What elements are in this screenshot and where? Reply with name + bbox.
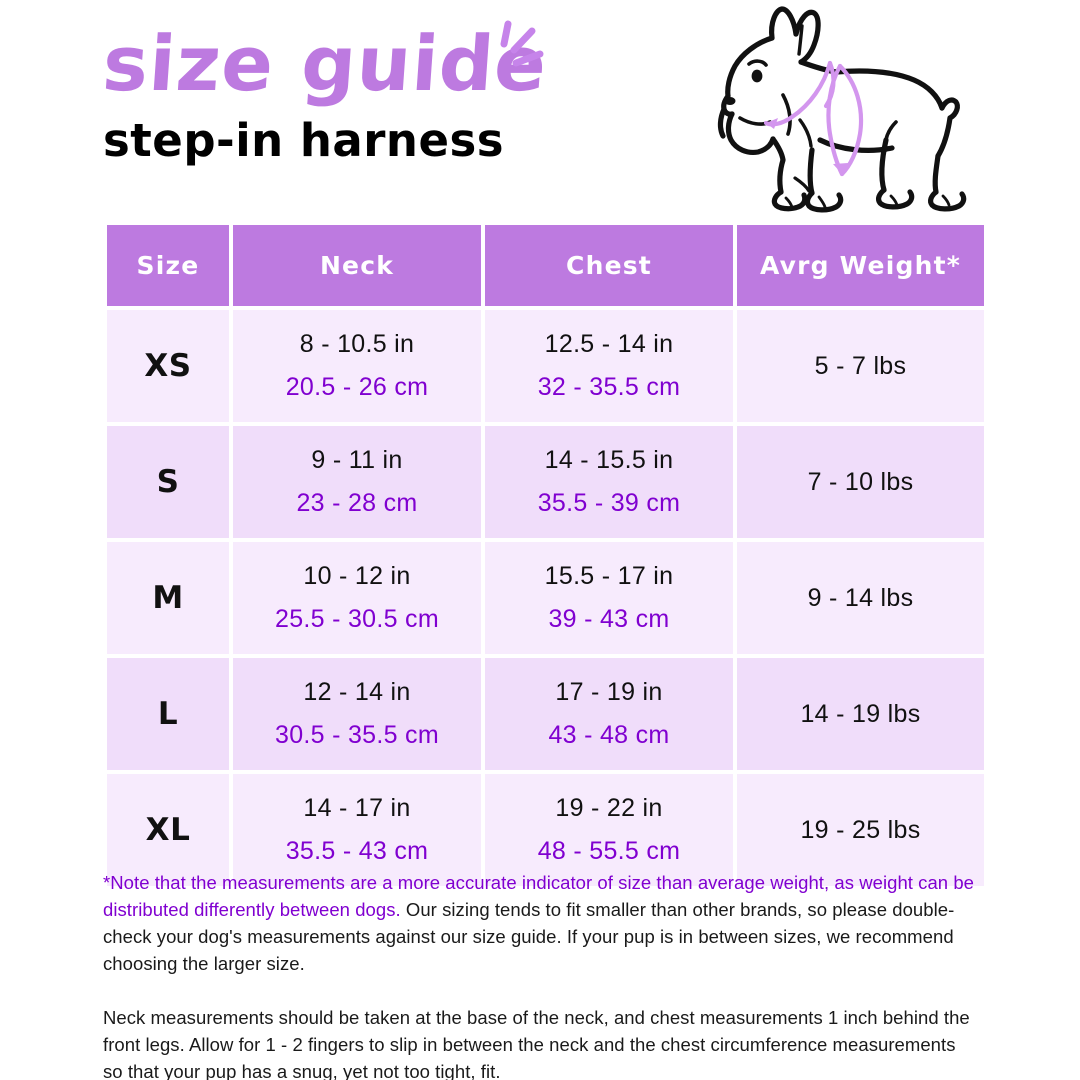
- table-row: XS 8 - 10.5 in 20.5 - 26 cm 12.5 - 14 in…: [107, 310, 984, 422]
- weight-value: 7 - 10 lbs: [807, 467, 914, 496]
- chest-inches: 12.5 - 14 in: [544, 330, 674, 358]
- size-label: XS: [144, 348, 192, 384]
- neck-cm: 20.5 - 26 cm: [285, 373, 429, 401]
- table-row: XL 14 - 17 in 35.5 - 43 cm 19 - 22 in 48…: [107, 774, 984, 886]
- footnote-paragraph-1: *Note that the measurements are a more a…: [103, 869, 979, 977]
- column-header-neck: Neck: [233, 225, 481, 306]
- size-label: S: [156, 464, 180, 500]
- cell-neck: 8 - 10.5 in 20.5 - 26 cm: [233, 310, 481, 422]
- neck-loop-arrowhead: [766, 118, 778, 129]
- french-bulldog-illustration: [717, 6, 967, 213]
- cell-size: XS: [107, 310, 229, 422]
- cell-neck: 9 - 11 in 23 - 28 cm: [233, 426, 481, 538]
- table-row: M 10 - 12 in 25.5 - 30.5 cm 15.5 - 17 in…: [107, 542, 984, 654]
- chest-loop-arrowhead: [833, 163, 848, 174]
- chest-inches: 19 - 22 in: [555, 794, 663, 822]
- chest-cm: 32 - 35.5 cm: [537, 373, 681, 401]
- neck-cm: 23 - 28 cm: [296, 489, 418, 517]
- cell-size: M: [107, 542, 229, 654]
- neck-cm: 30.5 - 35.5 cm: [274, 721, 439, 749]
- cell-size: S: [107, 426, 229, 538]
- neck-inches: 14 - 17 in: [303, 794, 411, 822]
- chest-inches: 17 - 19 in: [555, 678, 663, 706]
- table-row: L 12 - 14 in 30.5 - 35.5 cm 17 - 19 in 4…: [107, 658, 984, 770]
- footnotes: *Note that the measurements are a more a…: [103, 869, 979, 1080]
- chest-inches: 15.5 - 17 in: [544, 562, 674, 590]
- cell-chest: 15.5 - 17 in 39 - 43 cm: [485, 542, 733, 654]
- neck-inches: 9 - 11 in: [311, 446, 403, 474]
- footnote-rest: Our sizing tends to fit smaller than oth…: [103, 899, 955, 974]
- neck-cm: 35.5 - 43 cm: [285, 837, 429, 865]
- column-header-chest: Chest: [485, 225, 733, 306]
- weight-value: 14 - 19 lbs: [800, 699, 921, 728]
- chest-cm: 43 - 48 cm: [548, 721, 670, 749]
- cell-chest: 17 - 19 in 43 - 48 cm: [485, 658, 733, 770]
- sparkle-lines-icon: [500, 20, 544, 67]
- footnote-paragraph-2: Neck measurements should be taken at the…: [103, 1007, 970, 1080]
- table-header-row: Size Neck Chest Avrg Weight*: [107, 225, 984, 306]
- cell-chest: 12.5 - 14 in 32 - 35.5 cm: [485, 310, 733, 422]
- page-title: size guide: [99, 19, 551, 108]
- neck-cm: 25.5 - 30.5 cm: [274, 605, 439, 633]
- cell-weight: 5 - 7 lbs: [737, 310, 984, 422]
- cell-neck: 10 - 12 in 25.5 - 30.5 cm: [233, 542, 481, 654]
- size-label: L: [157, 696, 179, 732]
- cell-weight: 9 - 14 lbs: [737, 542, 984, 654]
- cell-size: XL: [107, 774, 229, 886]
- column-header-size: Size: [107, 225, 229, 306]
- weight-value: 9 - 14 lbs: [807, 583, 914, 612]
- size-chart-table: Size Neck Chest Avrg Weight* XS 8 - 10.5…: [103, 221, 988, 890]
- chest-cm: 39 - 43 cm: [548, 605, 670, 633]
- footnote-highlight: *Note that the measurements are a more a…: [103, 872, 975, 920]
- column-header-weight: Avrg Weight*: [737, 225, 984, 306]
- cell-neck: 12 - 14 in 30.5 - 35.5 cm: [233, 658, 481, 770]
- cell-chest: 14 - 15.5 in 35.5 - 39 cm: [485, 426, 733, 538]
- cell-size: L: [107, 658, 229, 770]
- table-body: XS 8 - 10.5 in 20.5 - 26 cm 12.5 - 14 in…: [107, 310, 984, 886]
- cell-weight: 14 - 19 lbs: [737, 658, 984, 770]
- table-row: S 9 - 11 in 23 - 28 cm 14 - 15.5 in 35.5…: [107, 426, 984, 538]
- chest-cm: 35.5 - 39 cm: [537, 489, 681, 517]
- neck-inches: 10 - 12 in: [303, 562, 411, 590]
- cell-neck: 14 - 17 in 35.5 - 43 cm: [233, 774, 481, 886]
- chest-measurement-loop: [826, 63, 864, 177]
- weight-value: 5 - 7 lbs: [814, 351, 907, 380]
- neck-inches: 8 - 10.5 in: [299, 330, 415, 358]
- weight-value: 19 - 25 lbs: [800, 815, 921, 844]
- neck-measurement-loop: [763, 60, 836, 127]
- size-label: M: [152, 580, 184, 616]
- page-header: size guide step-in harness: [99, 19, 663, 168]
- neck-inches: 12 - 14 in: [303, 678, 411, 706]
- cell-weight: 19 - 25 lbs: [737, 774, 984, 886]
- table-header: Size Neck Chest Avrg Weight*: [107, 225, 984, 306]
- size-label: XL: [145, 812, 191, 848]
- chest-cm: 48 - 55.5 cm: [537, 837, 681, 865]
- cell-chest: 19 - 22 in 48 - 55.5 cm: [485, 774, 733, 886]
- dog-left-ear: [769, 6, 799, 41]
- cell-weight: 7 - 10 lbs: [737, 426, 984, 538]
- page-subtitle: step-in harness: [103, 114, 505, 168]
- chest-inches: 14 - 15.5 in: [544, 446, 674, 474]
